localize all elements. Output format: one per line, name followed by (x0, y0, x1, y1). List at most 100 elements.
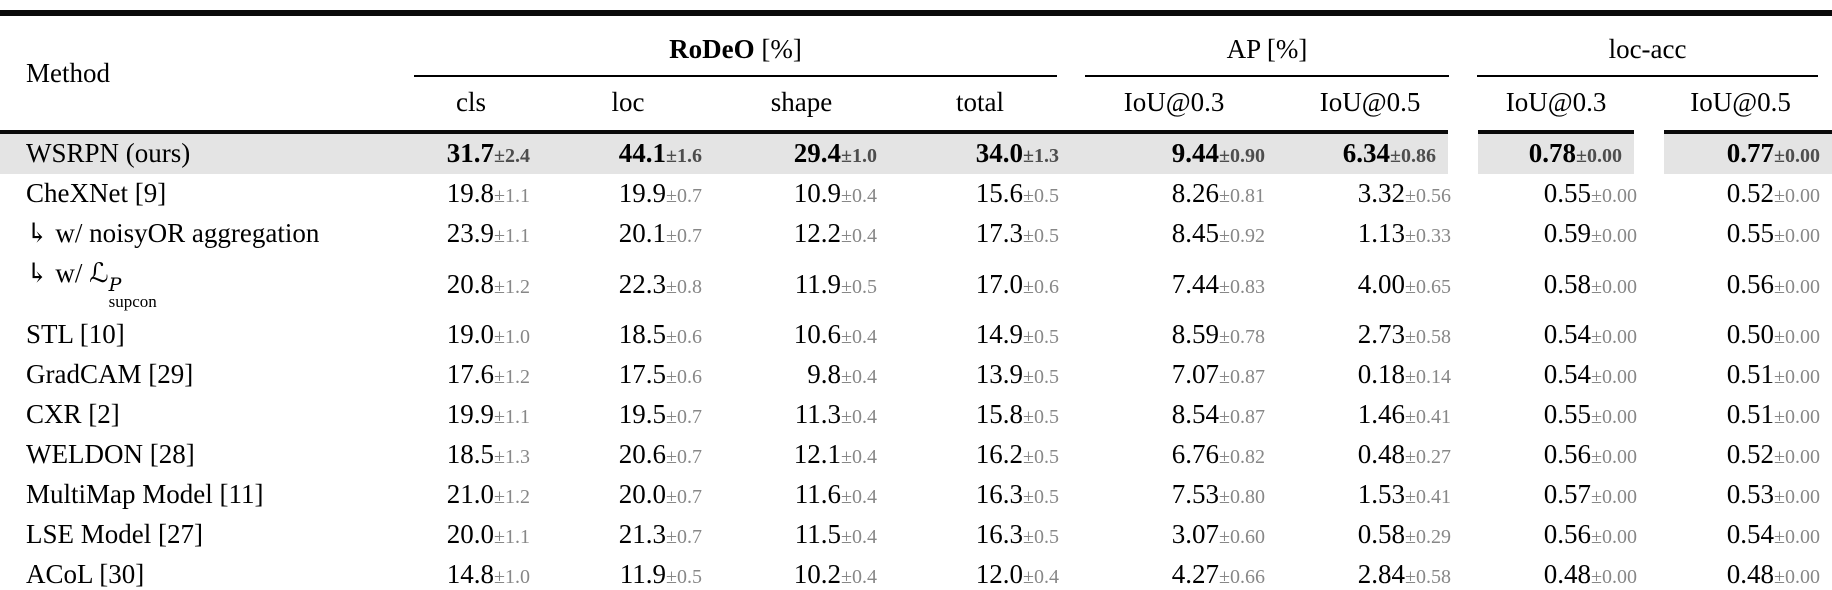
metric-stddev: ±0.29 (1405, 526, 1452, 549)
metric-value: 0.78 (1528, 138, 1577, 168)
method-cell: ↳ w/ noisyOR aggregation (26, 218, 320, 248)
metric-value: 0.77 (1726, 138, 1775, 168)
value-cell: 2.73±0.58 (1277, 315, 1463, 355)
value-cell: 0.51±0.00 (1649, 395, 1832, 435)
value-cell: 19.0±1.0 (400, 315, 542, 355)
metric-value: 0.54 (1726, 519, 1775, 550)
metric-value: 21.3 (618, 519, 667, 550)
subheader-locacc-iou03: IoU@0.3 (1505, 87, 1607, 117)
metric-value: 3.07 (1171, 519, 1220, 550)
metric-stddev: ±1.6 (666, 145, 702, 167)
metric-value: 0.18 (1357, 359, 1406, 390)
value-cell: 21.0±1.2 (400, 475, 542, 515)
group-header-rodeo-rest: [%] (754, 34, 802, 64)
value-cell: 0.51±0.00 (1649, 355, 1832, 395)
value-cell: 20.6±0.7 (542, 435, 714, 475)
metric-value: 3.32 (1357, 178, 1406, 208)
metric-value: 0.52 (1726, 439, 1775, 470)
metric-stddev: ±0.7 (666, 446, 702, 469)
table-row: WSRPN (ours) 31.7±2.4 44.1±1.6 29.4±1.0 34.0… (0, 132, 1832, 174)
group-header-rodeo-bold: RoDeO (669, 34, 755, 64)
value-cell: 0.57±0.00 (1463, 475, 1649, 515)
metric-value: 0.54 (1543, 359, 1592, 390)
metric-value: 19.8 (446, 178, 495, 208)
value-cell: 16.3±0.5 (889, 475, 1071, 515)
metric-stddev: ±0.27 (1405, 446, 1452, 469)
metric-value: 19.0 (446, 319, 495, 350)
value-cell: 12.1±0.4 (714, 435, 889, 475)
value-cell: 10.9±0.4 (714, 174, 889, 214)
metric-stddev: ±1.3 (1023, 145, 1060, 167)
metric-stddev: ±0.86 (1390, 145, 1437, 167)
metric-stddev: ±0.00 (1591, 566, 1638, 589)
value-cell: 4.27±0.66 (1071, 555, 1277, 590)
value-cell: 10.6±0.4 (714, 315, 889, 355)
metric-stddev: ±0.4 (841, 225, 877, 247)
value-cell: 0.50±0.00 (1649, 315, 1832, 355)
metric-value: 11.9 (794, 268, 842, 299)
metric-value: 8.26 (1171, 178, 1220, 208)
metric-value: 0.58 (1357, 519, 1406, 550)
metric-stddev: ±1.2 (494, 486, 530, 509)
metric-value: 44.1 (618, 138, 667, 168)
metric-stddev: ±0.5 (1023, 486, 1060, 509)
metric-value: 11.3 (794, 399, 842, 430)
metric-stddev: ±0.5 (1023, 225, 1060, 247)
value-cell: 0.78±0.00 (1448, 132, 1650, 174)
value-cell: 0.52±0.00 (1649, 174, 1832, 214)
metric-stddev: ±0.87 (1219, 406, 1266, 429)
method-cell: ACoL [30] (26, 559, 145, 590)
table-row: WELDON [28] 18.5±1.3 20.6±0.7 12.1±0.4 16.2±… (0, 435, 1832, 475)
metric-value: 0.51 (1726, 399, 1775, 430)
value-cell: 12.2±0.4 (714, 214, 889, 254)
cmidrule-rodeo-cell (400, 75, 1071, 77)
table-row: STL [10] 19.0±1.0 18.5±0.6 10.6±0.4 14.9±0.5… (0, 315, 1832, 355)
value-cell: 9.44±0.90 (1071, 132, 1278, 174)
cmidrule-rodeo (414, 75, 1058, 77)
metric-value: 0.48 (1726, 559, 1775, 590)
value-cell: 44.1±1.6 (542, 132, 714, 174)
table-row: CXR [2] 19.9±1.1 19.5±0.7 11.3±0.4 15.8±0.5 8… (0, 395, 1832, 435)
metric-stddev: ±0.00 (1774, 566, 1821, 589)
metric-stddev: ±0.60 (1219, 526, 1266, 549)
table-row: GradCAM [29] 17.6±1.2 17.5±0.6 9.8±0.4 13.9±… (0, 355, 1832, 395)
results-body: WSRPN (ours) 31.7±2.4 44.1±1.6 29.4±1.0 34.0… (0, 132, 1832, 590)
value-cell: 0.54±0.00 (1649, 515, 1832, 555)
value-cell: 13.9±0.5 (889, 355, 1071, 395)
metric-value: 0.59 (1543, 218, 1592, 248)
metric-stddev: ±0.00 (1591, 326, 1638, 349)
metric-value: 15.8 (975, 399, 1024, 430)
metric-value: 0.52 (1726, 178, 1775, 208)
method-cell: CXR [2] (26, 399, 120, 430)
value-cell: 14.9±0.5 (889, 315, 1071, 355)
value-cell: 7.07±0.87 (1071, 355, 1277, 395)
metric-value: 2.73 (1357, 319, 1406, 350)
metric-value: 29.4 (793, 138, 842, 168)
metric-value: 15.6 (975, 178, 1024, 208)
metric-value: 34.0 (975, 138, 1024, 168)
metric-stddev: ±1.3 (494, 446, 530, 469)
metric-value: 14.9 (975, 319, 1024, 350)
value-cell: 8.59±0.78 (1071, 315, 1277, 355)
metric-value: 10.2 (793, 559, 842, 590)
metric-value: 6.34 (1342, 138, 1391, 168)
metric-stddev: ±1.1 (494, 225, 530, 247)
value-cell: 7.53±0.80 (1071, 475, 1277, 515)
value-cell: 34.0±1.3 (889, 132, 1072, 174)
metric-stddev: ±0.5 (1023, 185, 1060, 207)
metric-stddev: ±0.87 (1219, 366, 1266, 389)
metric-value: 19.9 (446, 399, 495, 430)
metric-stddev: ±0.00 (1774, 406, 1821, 429)
metric-value: 17.5 (618, 359, 667, 390)
metric-value: 0.56 (1543, 439, 1592, 470)
metric-value: 0.56 (1543, 519, 1592, 550)
metric-value: 0.48 (1357, 439, 1406, 470)
metric-value: 10.9 (793, 178, 842, 208)
metric-stddev: ±0.4 (841, 366, 877, 389)
metric-stddev: ±0.00 (1591, 225, 1638, 247)
method-cell: MultiMap Model [11] (26, 479, 264, 510)
metric-stddev: ±0.4 (841, 326, 877, 349)
value-cell: 0.55±0.00 (1649, 214, 1832, 254)
